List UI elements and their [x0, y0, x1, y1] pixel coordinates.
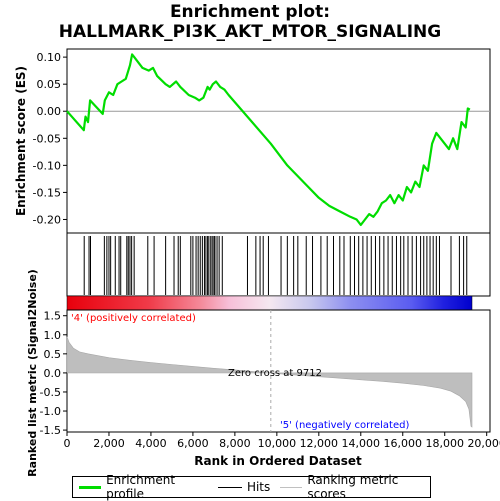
es-y-tick-label: -0.05 [33, 132, 61, 145]
legend-hits-swatch [217, 486, 242, 488]
x-tick-label: 0 [64, 437, 71, 450]
chart-title: Enrichment plot: HALLMARK_PI3K_AKT_MTOR_… [0, 2, 500, 42]
x-tick-label: 12,000 [300, 437, 339, 450]
legend-metric-swatch [280, 486, 303, 488]
metric-y-tick-label: 0.5 [44, 348, 62, 361]
legend-item-metric: Ranking metric scores [280, 473, 430, 501]
chart-title-line1: Enrichment plot: [169, 2, 331, 22]
enrichment-profile-line [66, 53, 471, 226]
legend-metric-label: Ranking metric scores [307, 473, 399, 501]
metric-y-axis-label: Ranked list metric (Signal2Noise) [26, 269, 39, 477]
legend-es-swatch [79, 485, 102, 489]
x-tick-label: 2,000 [93, 437, 125, 450]
positive-label: '4' (positively correlated) [71, 313, 196, 324]
x-tick-label: 20,000 [467, 437, 500, 450]
legend-es-label: Enrichment profile [106, 473, 176, 501]
es-y-tick-label: 0.10 [37, 51, 62, 64]
es-y-axis-label: Enrichment score (ES) [14, 66, 28, 216]
es-y-tick-label: -0.20 [33, 213, 61, 226]
negative-label: '5' (negatively correlated) [280, 420, 409, 431]
chart-title-line2: HALLMARK_PI3K_AKT_MTOR_SIGNALING [58, 22, 442, 42]
hits-panel-frame [66, 232, 491, 297]
metric-y-tick-label: -0.5 [40, 386, 61, 399]
metric-y-tick-label: 0.0 [44, 367, 62, 380]
es-panel-frame [66, 48, 491, 234]
metric-y-tick-label: -1.0 [40, 405, 61, 418]
es-y-tick-label: 0.00 [37, 105, 62, 118]
x-tick-label: 4,000 [135, 437, 167, 450]
legend-hits-label: Hits [246, 480, 271, 494]
metric-y-tick-label: -1.5 [40, 424, 61, 437]
x-tick-label: 18,000 [425, 437, 464, 450]
x-tick-label: 6,000 [177, 437, 209, 450]
ranking-metric-area [66, 336, 473, 428]
x-tick-label: 14,000 [342, 437, 381, 450]
legend-item-hits: Hits [217, 480, 271, 494]
metric-y-tick-label: 1.5 [44, 310, 62, 323]
legend: Enrichment profile Hits Ranking metric s… [72, 473, 431, 501]
x-tick-label: 10,000 [258, 437, 297, 450]
x-axis-label: Rank in Ordered Dataset [194, 454, 362, 468]
es-y-tick-label: 0.05 [37, 78, 62, 91]
rank-color-bar [66, 295, 473, 311]
x-tick-label: 16,000 [384, 437, 423, 450]
es-y-tick-label: -0.15 [33, 186, 61, 199]
es-y-tick-label: -0.10 [33, 159, 61, 172]
x-tick-label: 8,000 [219, 437, 251, 450]
metric-y-tick-label: 1.0 [44, 329, 62, 342]
zero-cross-label: Zero cross at 9712 [228, 368, 322, 379]
legend-item-es: Enrichment profile [79, 473, 208, 501]
